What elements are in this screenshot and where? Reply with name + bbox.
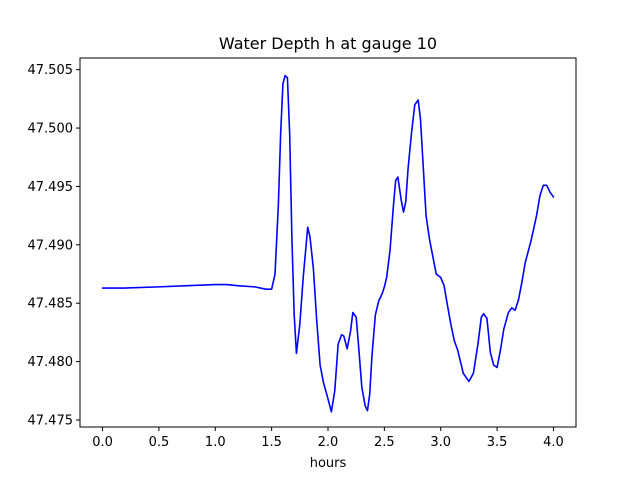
x-tick-label: 0.5 [149, 435, 170, 450]
y-tick-label: 47.500 [28, 122, 74, 137]
y-tick-label: 47.505 [28, 63, 74, 78]
y-tick-label: 47.475 [28, 413, 74, 428]
y-tick-label: 47.495 [28, 180, 74, 195]
chart-title: Water Depth h at gauge 10 [219, 34, 437, 53]
x-tick-label: 1.5 [261, 435, 282, 450]
x-tick-label: 2.0 [318, 435, 339, 450]
x-tick-label: 4.0 [543, 435, 564, 450]
x-tick-label: 1.0 [205, 435, 226, 450]
x-tick-label: 3.0 [430, 435, 451, 450]
x-axis: 0.0 0.5 1.0 1.5 2.0 2.5 3.0 3.5 4.0 [92, 427, 564, 450]
y-axis: 47.475 47.480 47.485 47.490 47.495 47.500 47.5… [28, 63, 80, 428]
x-tick-label: 2.5 [374, 435, 395, 450]
y-tick-label: 47.480 [28, 355, 74, 370]
x-tick-label: 0.0 [92, 435, 113, 450]
y-tick-label: 47.490 [28, 238, 74, 253]
x-axis-label: hours [310, 456, 347, 471]
x-tick-label: 3.5 [487, 435, 508, 450]
y-tick-label: 47.485 [28, 297, 74, 312]
series-line [101, 74, 555, 413]
